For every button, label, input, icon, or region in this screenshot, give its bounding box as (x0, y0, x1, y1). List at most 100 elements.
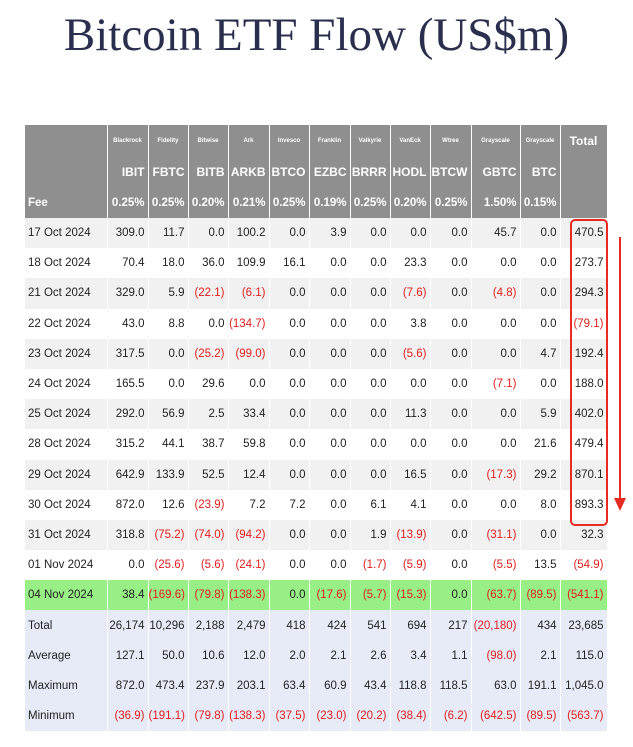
header-cell (25, 156, 108, 187)
fee: 1.50% (471, 187, 521, 218)
flow-value: 115.0 (560, 640, 608, 671)
flow-value: 0.0 (471, 429, 521, 460)
flow-value: 60.9 (309, 670, 351, 701)
flow-value: (5.7) (350, 580, 391, 611)
flow-value: 127.1 (107, 640, 149, 671)
flow-value: 0.0 (430, 580, 472, 611)
flow-value: 0.0 (188, 218, 229, 249)
flow-value: 872.0 (107, 670, 149, 701)
ticker: BITB (188, 156, 229, 187)
flow-value: 3.9 (309, 218, 351, 249)
flow-value: 63.4 (269, 670, 310, 701)
flow-value: 0.0 (350, 218, 391, 249)
ticker: IBIT (107, 156, 149, 187)
flow-value: 0.0 (269, 399, 310, 430)
flow-value: 434 (520, 610, 561, 641)
fee: 0.25% (430, 187, 472, 218)
data-row: Total 26,174 10,296 2,188 2,479 418 424 541 694 2… (25, 610, 608, 641)
flow-value: 0.0 (309, 459, 351, 490)
flow-value: 0.0 (471, 399, 521, 430)
flow-value: 0.0 (520, 248, 561, 279)
flow-value: 0.0 (350, 429, 391, 460)
flow-value: 7.2 (228, 489, 270, 520)
flow-value: (89.5) (520, 580, 561, 611)
flow-value: 0.0 (269, 459, 310, 490)
flow-value: 21.6 (520, 429, 561, 460)
row-label: 24 Oct 2024 (25, 368, 108, 400)
flow-value: 23.3 (390, 248, 431, 279)
flow-value: 70.4 (107, 248, 149, 279)
flow-value: 3.8 (390, 308, 431, 339)
flow-value: 0.0 (430, 368, 472, 400)
flow-value: 694 (390, 610, 431, 641)
flow-value: (36.9) (107, 701, 149, 732)
flow-value: 0.0 (309, 368, 351, 400)
flow-value: 237.9 (188, 670, 229, 701)
flow-value: 0.0 (430, 278, 472, 309)
ticker: BTCO (269, 156, 310, 187)
flow-value: 191.1 (520, 670, 561, 701)
issuer-name: Invesco (269, 125, 310, 156)
flow-value: 0.0 (390, 368, 431, 400)
flow-value: (54.9) (560, 550, 608, 581)
flow-value: 0.0 (188, 308, 229, 339)
row-label: Total (25, 610, 108, 641)
flow-value: (6.1) (228, 278, 270, 309)
flow-value: 0.0 (520, 218, 561, 249)
flow-value: 56.9 (148, 399, 189, 430)
issuer-name: Bitwise (188, 125, 229, 156)
flow-value: 0.0 (107, 550, 149, 581)
flow-value: 315.2 (107, 429, 149, 460)
flow-value: 6.1 (350, 489, 391, 520)
fee: 0.20% (188, 187, 229, 218)
data-row: 17 Oct 2024 309.0 11.7 0.0 100.2 0.0 3.9 0.0 0.0… (25, 218, 608, 249)
flow-value: 0.0 (309, 550, 351, 581)
flow-value: 50.0 (148, 640, 189, 671)
ticker: BTCW (430, 156, 472, 187)
row-label: 17 Oct 2024 (25, 218, 108, 249)
flow-value: 12.6 (148, 489, 189, 520)
flow-value: (642.5) (471, 701, 521, 732)
flow-value: 0.0 (520, 368, 561, 400)
data-row: 24 Oct 2024 165.5 0.0 29.6 0.0 0.0 0.0 0.0 0.0 0.… (25, 368, 608, 400)
flow-value: 10.6 (188, 640, 229, 671)
issuer-name: VanEck (390, 125, 431, 156)
flow-value: 0.0 (350, 338, 391, 369)
row-label: 25 Oct 2024 (25, 399, 108, 430)
flow-value: 100.2 (228, 218, 270, 249)
flow-value: (38.4) (390, 701, 431, 732)
fee: 0.25% (148, 187, 189, 218)
data-row: Maximum 872.0 473.4 237.9 203.1 63.4 60.9 43.4 1… (25, 670, 608, 701)
flow-value: 59.8 (228, 429, 270, 460)
issuer-name: Fidelity (148, 125, 189, 156)
flow-value: 16.1 (269, 248, 310, 279)
flow-value: 0.0 (350, 368, 391, 400)
flow-value: 292.0 (107, 399, 149, 430)
flow-value: 0.0 (520, 308, 561, 339)
row-label: 01 Nov 2024 (25, 550, 108, 581)
flow-value: (15.3) (390, 580, 431, 611)
flow-value: 23,685 (560, 610, 608, 641)
flow-value: 118.5 (430, 670, 472, 701)
fee-row: Fee 0.25% 0.25% 0.20% 0.21% 0.25% 0.19% 0.25% 0.… (25, 187, 608, 218)
flow-value: 0.0 (148, 338, 189, 369)
flow-value: (6.2) (430, 701, 472, 732)
fee: 0.19% (309, 187, 351, 218)
flow-value: 0.0 (430, 519, 472, 551)
fee: 0.25% (350, 187, 391, 218)
header-cell (560, 187, 608, 218)
fee: 0.25% (269, 187, 310, 218)
highlight-box (570, 219, 608, 526)
flow-value: 29.2 (520, 459, 561, 490)
flow-value: 45.7 (471, 218, 521, 249)
flow-value: 33.4 (228, 399, 270, 430)
flow-value: (23.0) (309, 701, 351, 732)
flow-value: (5.5) (471, 550, 521, 581)
flow-value: 2,188 (188, 610, 229, 641)
flow-value: 872.0 (107, 489, 149, 520)
flow-value: (5.9) (390, 550, 431, 581)
flow-value: (138.3) (228, 701, 270, 732)
issuer-name: Ark (228, 125, 270, 156)
flow-value: 0.0 (430, 218, 472, 249)
